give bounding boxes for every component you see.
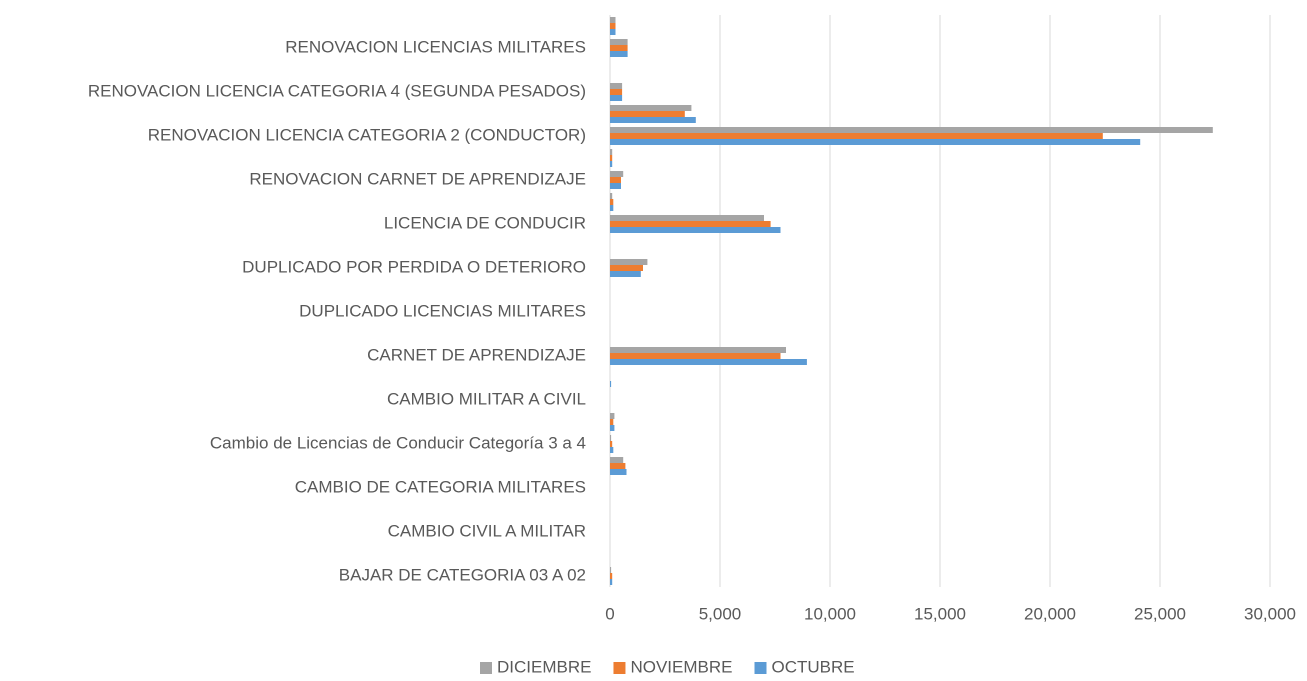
bar	[610, 89, 623, 95]
bar	[610, 83, 623, 89]
bar	[610, 447, 614, 453]
bar	[610, 265, 643, 271]
x-tick-label: 5,000	[699, 604, 742, 623]
x-tick-label: 0	[605, 604, 614, 623]
bar	[610, 271, 641, 277]
y-tick-label: RENOVACION LICENCIA CATEGORIA 2 (CONDUCT…	[148, 125, 586, 144]
bar	[610, 95, 623, 101]
y-tick-label: CAMBIO CIVIL A MILITAR	[388, 521, 586, 540]
legend-label: DICIEMBRE	[497, 657, 591, 676]
bar	[610, 39, 628, 45]
legend-swatch	[480, 662, 492, 674]
bar	[610, 457, 624, 463]
bar	[610, 177, 621, 183]
y-tick-label: CAMBIO DE CATEGORIA MILITARES	[295, 477, 586, 496]
bar	[610, 149, 613, 155]
bar	[610, 469, 627, 475]
y-tick-label: BAJAR DE CATEGORIA 03 A 02	[339, 565, 586, 584]
legend-swatch	[754, 662, 767, 674]
x-tick-label: 25,000	[1134, 604, 1186, 623]
legend-label: NOVIEMBRE	[630, 657, 732, 676]
x-tick-label: 20,000	[1024, 604, 1076, 623]
bar	[610, 221, 771, 227]
bar	[610, 463, 626, 469]
legend-label: OCTUBRE	[772, 657, 855, 676]
bar	[610, 347, 786, 353]
bar	[610, 111, 685, 117]
y-tick-label: CARNET DE APRENDIZAJE	[367, 345, 586, 364]
y-tick-label: Cambio de Licencias de Conducir Categorí…	[210, 433, 586, 452]
bar	[610, 133, 1103, 139]
y-tick-label: RENOVACION CARNET DE APRENDIZAJE	[249, 169, 586, 188]
bar	[610, 29, 616, 35]
bar	[610, 117, 696, 123]
bar	[610, 171, 624, 177]
bar	[610, 425, 615, 431]
bar	[610, 441, 613, 447]
bar	[610, 573, 613, 579]
bar	[610, 579, 613, 585]
bar	[610, 413, 615, 419]
x-tick-label: 10,000	[804, 604, 856, 623]
bar	[610, 127, 1213, 133]
bar	[610, 161, 613, 167]
y-tick-label: CAMBIO MILITAR A CIVIL	[387, 389, 586, 408]
y-tick-label: RENOVACION LICENCIA CATEGORIA 4 (SEGUNDA…	[88, 81, 586, 100]
bar	[610, 105, 692, 111]
y-tick-label: RENOVACION LICENCIAS MILITARES	[285, 37, 586, 56]
bar	[610, 567, 612, 573]
bar	[610, 435, 612, 441]
legend-swatch	[613, 662, 626, 674]
x-tick-label: 30,000	[1244, 604, 1296, 623]
bar	[610, 353, 781, 359]
bar	[610, 199, 614, 205]
bar	[610, 17, 616, 23]
bar	[610, 381, 612, 387]
y-tick-label: DUPLICADO POR PERDIDA O DETERIORO	[242, 257, 586, 276]
bar	[610, 23, 616, 29]
bar	[610, 205, 614, 211]
bar	[610, 155, 613, 161]
x-tick-label: 15,000	[914, 604, 966, 623]
bar	[610, 45, 628, 51]
bar	[610, 139, 1141, 145]
y-tick-label: DUPLICADO LICENCIAS MILITARES	[299, 301, 586, 320]
bar	[610, 193, 613, 199]
bar	[610, 419, 614, 425]
bar	[610, 215, 764, 221]
bar	[610, 183, 621, 189]
bar	[610, 259, 648, 265]
bar	[610, 51, 628, 57]
y-tick-label: LICENCIA DE CONDUCIR	[384, 213, 586, 232]
bar	[610, 227, 781, 233]
bar	[610, 359, 807, 365]
